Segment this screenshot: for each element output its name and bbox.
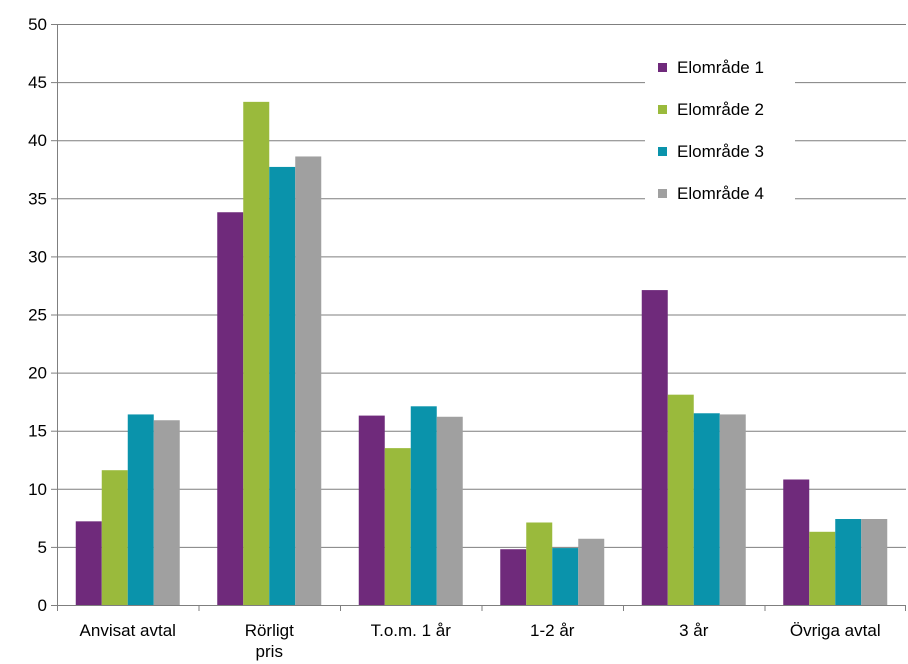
y-tick-label: 5 [38,538,47,557]
x-tick-label: T.o.m. 1 år [371,621,452,640]
bar [269,166,296,605]
y-tick-label: 25 [28,306,47,325]
bars [75,101,888,605]
y-tick-label: 40 [28,131,47,150]
legend-label: Elområde 4 [677,184,764,203]
bar [75,521,102,605]
x-tick-label: Anvisat avtal [80,621,176,640]
bar [153,420,180,605]
x-tick-label: pris [256,642,283,661]
bar [436,416,463,605]
legend-swatch [658,105,667,114]
bar [358,415,385,605]
bar [243,101,270,605]
bar [578,538,605,605]
gridlines [57,24,906,548]
y-tick-label: 20 [28,364,47,383]
x-tick-label: Övriga avtal [790,621,881,640]
bar [526,522,553,605]
x-tick-label: 1-2 år [530,621,575,640]
y-tick-label: 50 [28,15,47,34]
y-tick-label: 0 [38,596,47,615]
bar [500,549,527,605]
bar [127,414,154,605]
bar [552,548,579,605]
bar [719,414,746,605]
y-tick-label: 15 [28,422,47,441]
legend-swatch [658,63,667,72]
bar [295,156,322,605]
bar [410,406,437,605]
bar [809,531,836,605]
x-tick-label: 3 år [679,621,709,640]
y-axis-ticks: 0 5 10 15 20 25 30 35 40 45 50 [28,15,47,615]
bar [384,448,411,605]
y-tick-label: 30 [28,247,47,266]
axes [51,24,906,611]
y-tick-label: 45 [28,73,47,92]
legend-swatch [658,189,667,198]
legend-label: Elområde 3 [677,142,764,161]
bar [217,212,244,605]
bar [101,470,128,605]
bar [861,519,888,605]
legend-background [645,31,795,203]
legend-label: Elområde 2 [677,100,764,119]
x-tick-label: Rörligt [245,621,294,640]
bar [641,290,668,605]
bar [835,519,862,605]
y-tick-label: 35 [28,189,47,208]
bar [693,413,720,605]
bar [783,479,810,605]
legend-label: Elområde 1 [677,58,764,77]
legend: Elområde 1 Elområde 2 Elområde 3 Elområde 4 [645,31,795,203]
legend-swatch [658,147,667,156]
y-tick-label: 10 [28,480,47,499]
bar [667,394,694,605]
x-axis-ticks: Anvisat avtal Rörligt pris T.o.m. 1 år 1-2 å… [80,621,881,661]
